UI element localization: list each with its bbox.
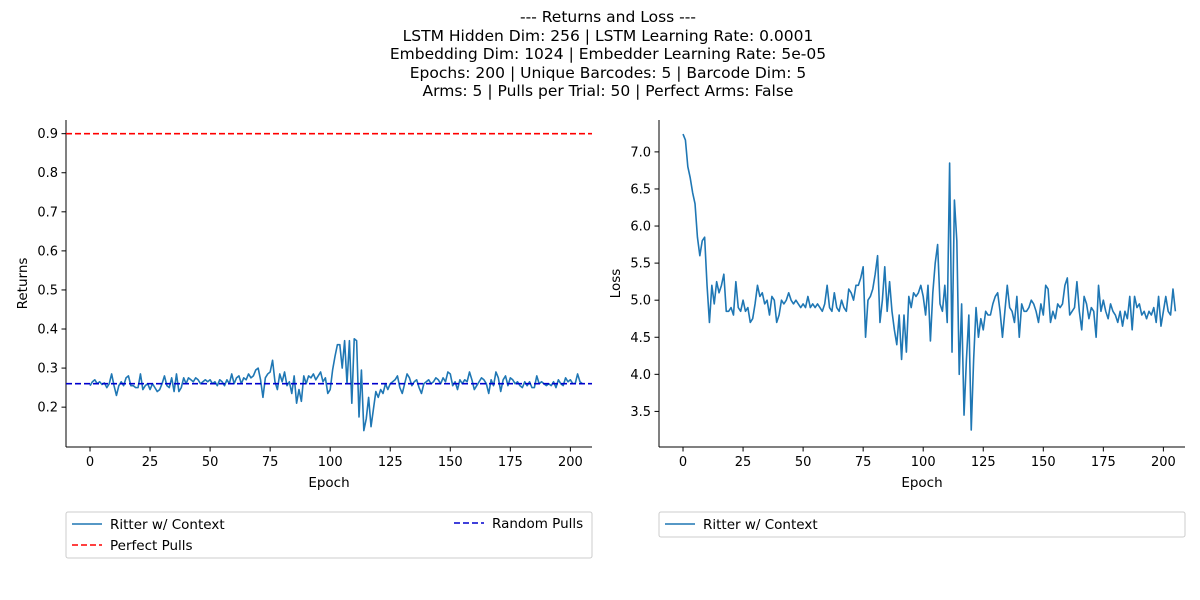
legend-label: Random Pulls (492, 516, 583, 532)
y-tick-label: 0.5 (37, 283, 58, 298)
x-tick-label: 100 (911, 455, 936, 470)
x-axis-label: Epoch (901, 475, 942, 491)
x-tick-label: 25 (735, 455, 752, 470)
legend: Ritter w/ Context Perfect Pulls Random Pul… (65, 511, 593, 559)
x-tick-label: 175 (498, 455, 523, 470)
x-tick-label: 150 (438, 455, 463, 470)
x-tick-label: 0 (679, 455, 687, 470)
y-tick-label: 0.6 (37, 244, 58, 259)
y-tick-label: 0.4 (37, 323, 58, 338)
y-axis-label: Loss (608, 269, 624, 299)
title-line-2: LSTM Hidden Dim: 256 | LSTM Learning Rat… (402, 26, 814, 45)
y-tick-label: 0.3 (37, 362, 58, 377)
x-tick-label: 125 (378, 455, 403, 470)
y-tick-label: 0.8 (37, 166, 58, 181)
returns-chart: 0 25 50 75 100 125 150 175 200 0.2 0.3 0.4 0.5 0.6 0.7… (15, 120, 593, 559)
legend-label: Ritter w/ Context (703, 517, 818, 533)
x-tick-label: 100 (318, 455, 343, 470)
x-tick-label: 50 (202, 455, 219, 470)
figure-title: --- Returns and Loss --- LSTM Hidden Dim… (0, 8, 1200, 101)
y-axis-label: Returns (15, 258, 31, 310)
y-tick-label: 4.5 (630, 331, 651, 346)
x-tick-label: 175 (1091, 455, 1116, 470)
series-line-ritter-w-context (89, 337, 583, 432)
x-tick-label: 50 (795, 455, 812, 470)
legend-frame (658, 511, 1186, 538)
title-line-5: Arms: 5 | Pulls per Trial: 50 | Perfect … (422, 82, 794, 100)
x-tick-label: 125 (971, 455, 996, 470)
legend-label: Ritter w/ Context (110, 517, 225, 533)
x-tick-label: 75 (855, 455, 872, 470)
y-tick-label: 6.5 (630, 182, 651, 197)
x-tick-label: 0 (86, 455, 94, 470)
legend: Ritter w/ Context (658, 511, 1186, 538)
title-line-3: Embedding Dim: 1024 | Embedder Learning … (389, 45, 827, 63)
y-tick-label: 0.7 (37, 205, 58, 220)
title-line-1: --- Returns and Loss --- (520, 8, 696, 26)
x-tick-label: 150 (1031, 455, 1056, 470)
y-tick-label: 6.0 (630, 220, 651, 235)
x-tick-label: 200 (1151, 455, 1176, 470)
x-tick-label: 25 (142, 455, 159, 470)
series-line-ritter-w-context (682, 133, 1177, 431)
x-tick-label: 200 (558, 455, 583, 470)
loss-chart: 0 25 50 75 100 125 150 175 200 3.5 4.0 4.5 5.0 5.5 6.0… (608, 120, 1186, 538)
y-tick-label: 0.9 (37, 127, 58, 142)
x-tick-label: 75 (262, 455, 279, 470)
legend-label: Perfect Pulls (110, 538, 193, 554)
y-tick-label: 4.0 (630, 368, 651, 383)
y-tick-label: 7.0 (630, 145, 651, 160)
y-tick-label: 5.0 (630, 294, 651, 309)
y-tick-label: 3.5 (630, 405, 651, 420)
legend-frame (65, 511, 593, 559)
y-tick-label: 0.2 (37, 401, 58, 416)
title-line-4: Epochs: 200 | Unique Barcodes: 5 | Barco… (409, 63, 807, 82)
x-axis-label: Epoch (308, 475, 349, 491)
y-tick-label: 5.5 (630, 257, 651, 272)
